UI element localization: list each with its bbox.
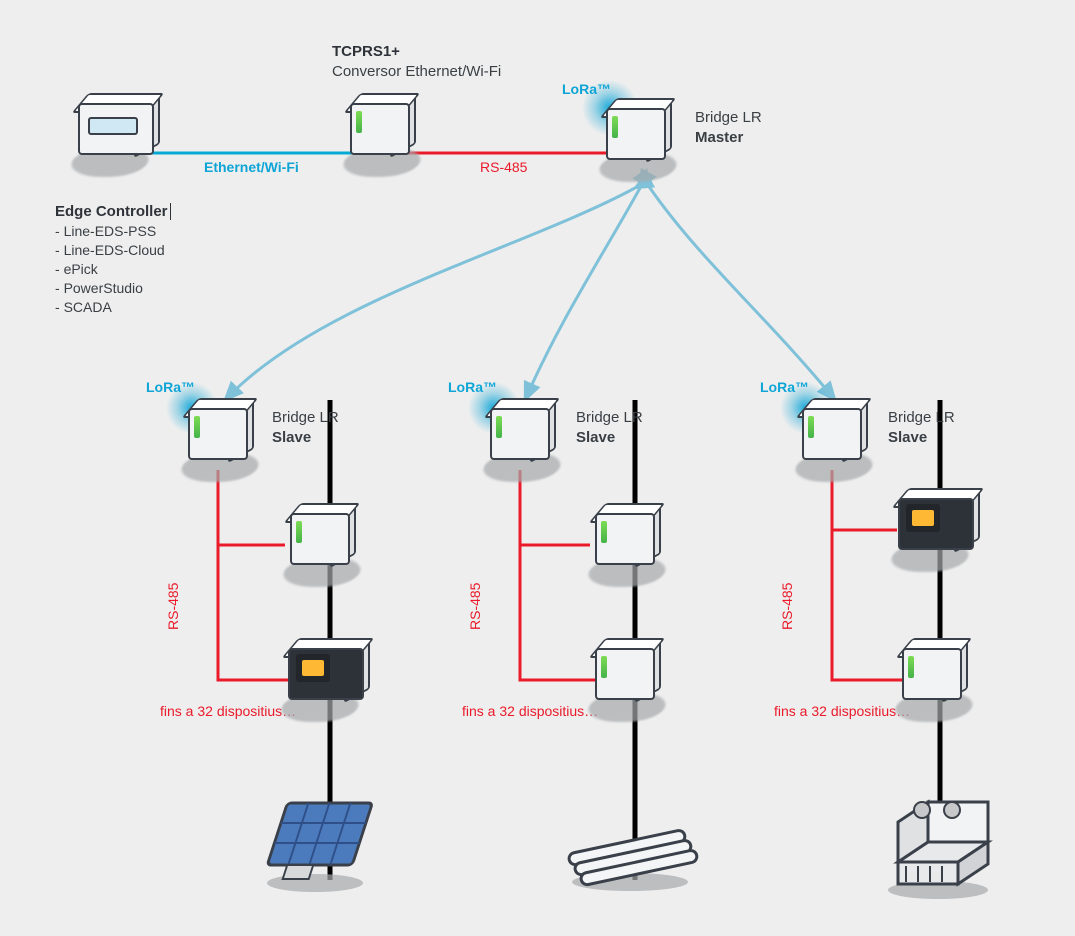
col3-meter-icon (888, 490, 972, 574)
bridge-master-l1: Bridge LR (695, 109, 762, 126)
slave2-l2: Slave (576, 429, 615, 446)
lora-label-master: LoRa™ (562, 80, 611, 99)
bridge-master-l2: Master (695, 129, 743, 146)
converter-title-line1: TCPRS1+ (332, 43, 400, 60)
slave1-l2: Slave (272, 429, 311, 446)
edge-controller-list: Line-EDS-PSSLine-EDS-CloudePickPowerStud… (55, 222, 171, 316)
rs485-label-top: RS-485 (480, 158, 527, 177)
col3-module-icon (892, 640, 976, 724)
converter-icon (340, 95, 424, 179)
edge-list-item: Line-EDS-PSS (55, 222, 171, 241)
bridge-slave2-icon (480, 400, 564, 484)
fins-1: fins a 32 dispositius… (160, 702, 296, 721)
edge-controller-block: Edge Controller Line-EDS-PSSLine-EDS-Clo… (55, 202, 171, 317)
ethernet-label: Ethernet/Wi-Fi (204, 158, 299, 177)
bridge-slave3-icon (792, 400, 876, 484)
lora-label-s1: LoRa™ (146, 378, 195, 397)
rs485-col1: RS-485 (164, 583, 183, 630)
col2-module1-icon (585, 505, 669, 589)
converter-title-line2: Conversor Ethernet/Wi-Fi (332, 63, 501, 80)
slave1-label: Bridge LR Slave (272, 408, 339, 449)
bridge-master-icon (596, 100, 680, 184)
edge-controller-title: Edge Controller (55, 203, 171, 220)
edge-controller-icon (68, 95, 152, 179)
slave3-l1: Bridge LR (888, 409, 955, 426)
bridge-slave1-icon (178, 400, 262, 484)
slave2-label: Bridge LR Slave (576, 408, 643, 449)
slave2-l1: Bridge LR (576, 409, 643, 426)
edge-list-item: SCADA (55, 298, 171, 317)
slave1-l1: Bridge LR (272, 409, 339, 426)
light-tubes-icon (560, 824, 700, 894)
rs485-col3: RS-485 (778, 583, 797, 630)
diagram-canvas: TCPRS1+ Conversor Ethernet/Wi-Fi Etherne… (0, 0, 1075, 936)
lora-label-s3: LoRa™ (760, 378, 809, 397)
bridge-master-label: Bridge LR Master (695, 108, 762, 149)
fins-3: fins a 32 dispositius… (774, 702, 910, 721)
lora-label-s2: LoRa™ (448, 378, 497, 397)
col2-module2-icon (585, 640, 669, 724)
edge-list-item: ePick (55, 260, 171, 279)
converter-title: TCPRS1+ Conversor Ethernet/Wi-Fi (332, 42, 501, 83)
edge-list-item: PowerStudio (55, 279, 171, 298)
rs485-col2: RS-485 (466, 583, 485, 630)
slave3-label: Bridge LR Slave (888, 408, 955, 449)
col1-meter-icon (278, 640, 362, 724)
fins-2: fins a 32 dispositius… (462, 702, 598, 721)
hvac-unit-icon (878, 792, 998, 902)
edge-list-item: Line-EDS-Cloud (55, 241, 171, 260)
solar-panel-icon (255, 795, 375, 895)
col1-module-icon (280, 505, 364, 589)
slave3-l2: Slave (888, 429, 927, 446)
